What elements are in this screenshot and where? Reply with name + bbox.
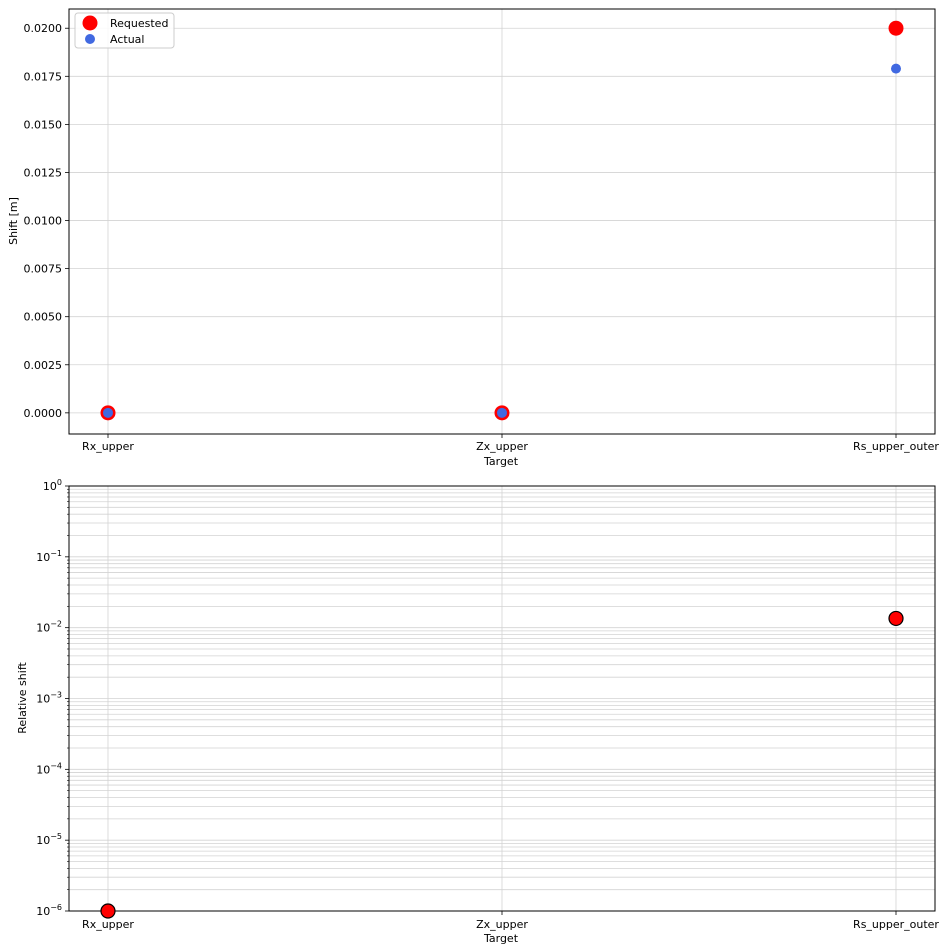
legend-marker-requested: [82, 15, 98, 31]
x-tick-label: Rs_upper_outer: [853, 440, 939, 453]
legend-box: [74, 12, 175, 49]
points-top: [100, 20, 904, 421]
y-ticks-top: 0.0000 0.0025 0.0050 0.0075 0.0100 0.0125 0.01…: [24, 22, 69, 420]
grid-bottom: [69, 485, 935, 912]
y-ticks-bottom: 10−6 10−5 10−4 10−3 10−2 10−1 100: [36, 478, 69, 918]
data-point-relative-shift: [888, 610, 904, 627]
y-tick-label: 0.0175: [24, 70, 63, 83]
points-bottom: [100, 610, 904, 919]
y-tick-label: 10−4: [36, 761, 62, 776]
y-tick-label: 10−2: [36, 620, 62, 635]
x-tick-label: Zx_upper: [476, 918, 528, 931]
data-point-actual: [103, 407, 113, 418]
y-tick-label: 0.0125: [24, 166, 63, 179]
y-tick-label: 0.0075: [24, 263, 63, 276]
grid-top: [69, 9, 935, 434]
x-tick-label: Rx_upper: [82, 440, 134, 453]
y-tick-label: 10−3: [36, 691, 62, 706]
legend: Requested Actual: [74, 12, 175, 49]
y-tick-label: 100: [43, 478, 62, 493]
y-tick-label: 0.0200: [24, 22, 63, 35]
legend-label-requested: Requested: [110, 17, 168, 30]
data-point-actual: [497, 407, 507, 418]
x-tick-label: Zx_upper: [476, 440, 528, 453]
x-ticks-top: Rx_upper Zx_upper Rs_upper_outer: [82, 434, 939, 453]
data-point-actual: [891, 63, 901, 74]
legend-label-actual: Actual: [110, 33, 144, 46]
x-tick-label: Rs_upper_outer: [853, 918, 939, 931]
x-axis-label-bottom: Target: [483, 932, 519, 945]
x-tick-label: Rx_upper: [82, 918, 134, 931]
y-tick-label: 0.0000: [24, 407, 63, 420]
x-ticks-bottom: Rx_upper Zx_upper Rs_upper_outer: [82, 911, 939, 931]
y-tick-label: 10−1: [36, 549, 62, 564]
legend-marker-actual: [85, 34, 95, 44]
y-tick-label: 10−5: [36, 832, 62, 847]
y-tick-label: 0.0025: [24, 359, 63, 372]
y-tick-label: 0.0050: [24, 311, 63, 324]
chart-bottom: 10−6 10−5 10−4 10−3 10−2 10−1 100 Rx_upper Zx_u…: [16, 478, 939, 945]
data-point-requested: [888, 20, 904, 36]
x-axis-label-top: Target: [483, 455, 519, 468]
y-tick-label: 0.0100: [24, 215, 63, 228]
y-axis-label-top: Shift [m]: [7, 197, 20, 245]
chart-top: 0.0000 0.0025 0.0050 0.0075 0.0100 0.0125 0.01…: [7, 8, 939, 468]
data-point-relative-shift: [100, 903, 116, 919]
y-tick-label: 10−6: [36, 903, 62, 918]
y-axis-label-bottom: Relative shift: [16, 662, 29, 734]
y-tick-label: 0.0150: [24, 118, 63, 131]
